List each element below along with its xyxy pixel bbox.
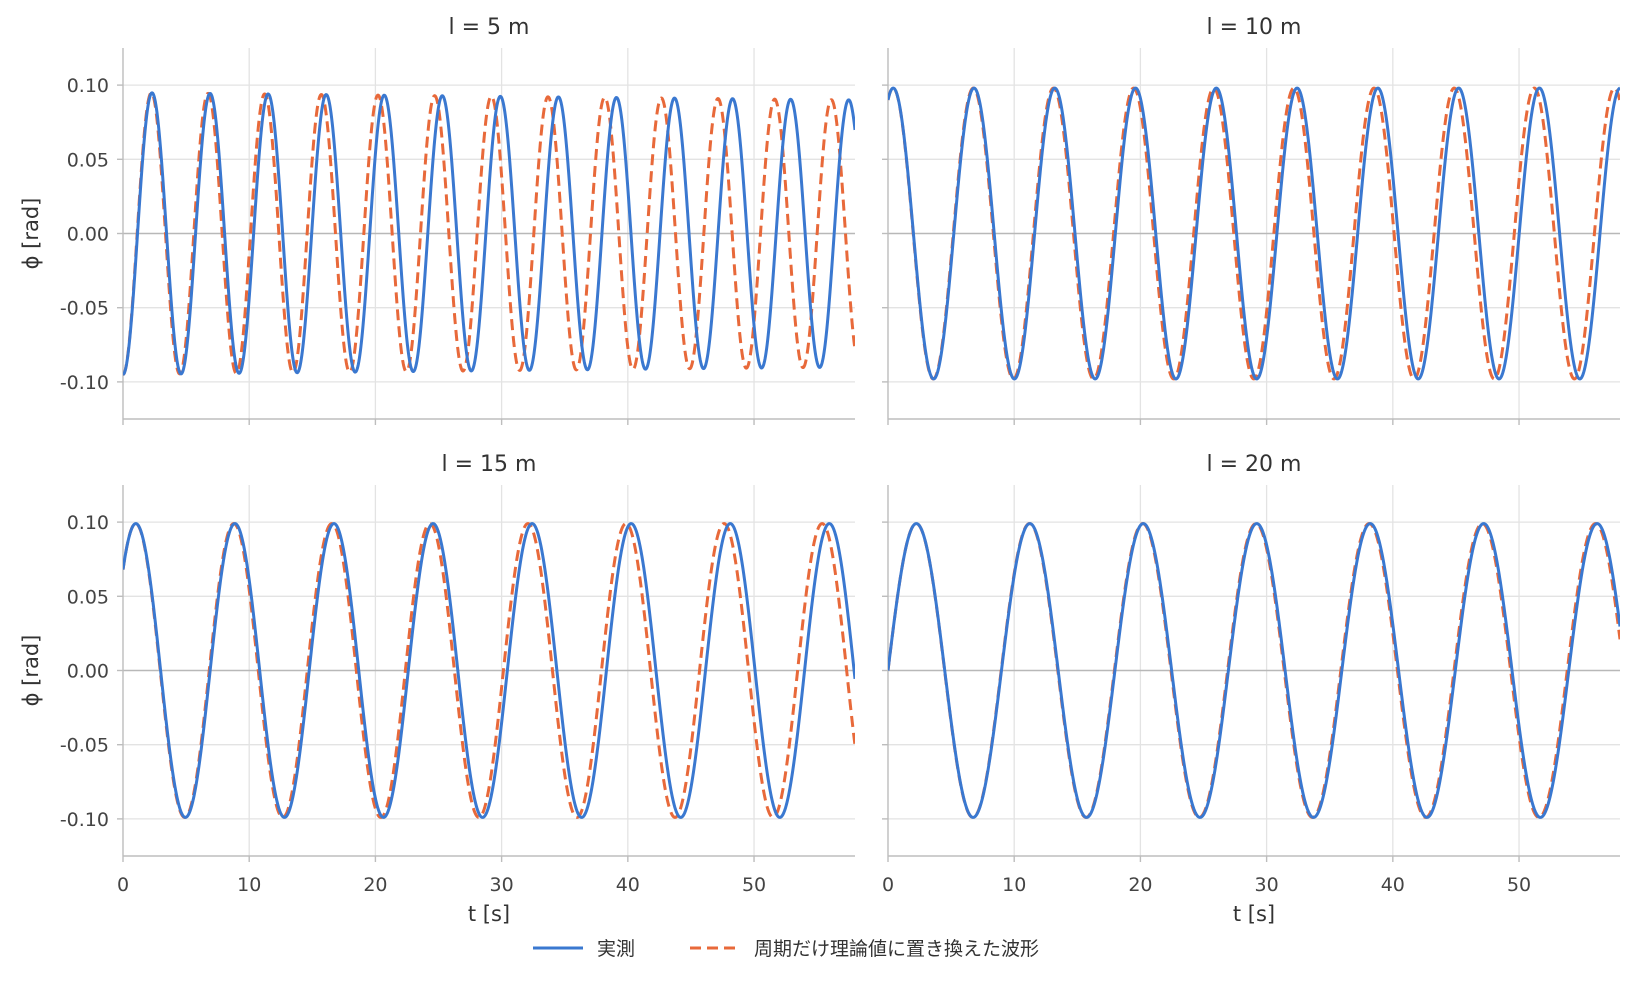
y-axis-label: ϕ [rad]: [19, 198, 43, 270]
x-tick-label: 40: [616, 874, 640, 896]
y-tick-label: -0.05: [60, 298, 109, 320]
series-measured-line: [123, 522, 855, 819]
y-tick-label: 0.00: [67, 224, 109, 246]
legend: 実測 周期だけ理論値に置き換えた波形: [533, 938, 1039, 960]
panel-title: l = 10 m: [1207, 15, 1302, 40]
x-tick-label: 50: [1507, 874, 1531, 896]
x-tick-label: 20: [1128, 874, 1152, 896]
panel-1: 0.10 0.05 0.00 -0.05 -0.10 l = 5 m ϕ [rad]: [19, 15, 855, 425]
panel-3: 0.10 0.05 0.00 -0.05 -0.10 0 10 20 30 40 50 l = 15 …: [19, 452, 855, 926]
series-measured-line: [888, 86, 1620, 381]
panel-4: 0 10 20 30 40 50 l = 20 m t [s]: [882, 452, 1620, 926]
series-measured-line: [888, 522, 1620, 819]
y-axis-label: ϕ [rad]: [19, 635, 43, 707]
y-tick-label: 0.10: [67, 512, 109, 534]
y-tick-label: 0.10: [67, 75, 109, 97]
x-tick-label: 0: [117, 874, 129, 896]
x-tick-label: 40: [1381, 874, 1405, 896]
series-theoretical-line: [123, 91, 855, 376]
panel-title: l = 20 m: [1207, 452, 1302, 477]
x-tick-label: 50: [742, 874, 766, 896]
x-tick-label: 0: [882, 874, 894, 896]
y-tick-label: -0.10: [60, 372, 109, 394]
x-tick-label: 10: [237, 874, 261, 896]
y-tick-label: 0.00: [67, 661, 109, 683]
panel-title: l = 15 m: [442, 452, 537, 477]
x-tick-label: 20: [363, 874, 387, 896]
y-tick-label: 0.05: [67, 149, 109, 171]
x-axis-label: t [s]: [1233, 902, 1275, 926]
x-tick-label: 30: [490, 874, 514, 896]
series-measured-line: [123, 91, 855, 376]
x-axis-label: t [s]: [468, 902, 510, 926]
legend-label-measured: 実測: [597, 938, 635, 960]
y-tick-label: -0.05: [60, 735, 109, 757]
x-tick-label: 30: [1255, 874, 1279, 896]
y-tick-label: -0.10: [60, 809, 109, 831]
panel-title: l = 5 m: [449, 15, 530, 40]
panel-2: l = 10 m: [882, 15, 1620, 425]
panels-layer: 0.10 0.05 0.00 -0.05 -0.10 l = 5 m ϕ [rad] l = …: [19, 15, 1620, 926]
y-tick-label: 0.05: [67, 586, 109, 608]
x-tick-label: 10: [1002, 874, 1026, 896]
legend-label-theoretical: 周期だけ理論値に置き換えた波形: [754, 938, 1039, 960]
